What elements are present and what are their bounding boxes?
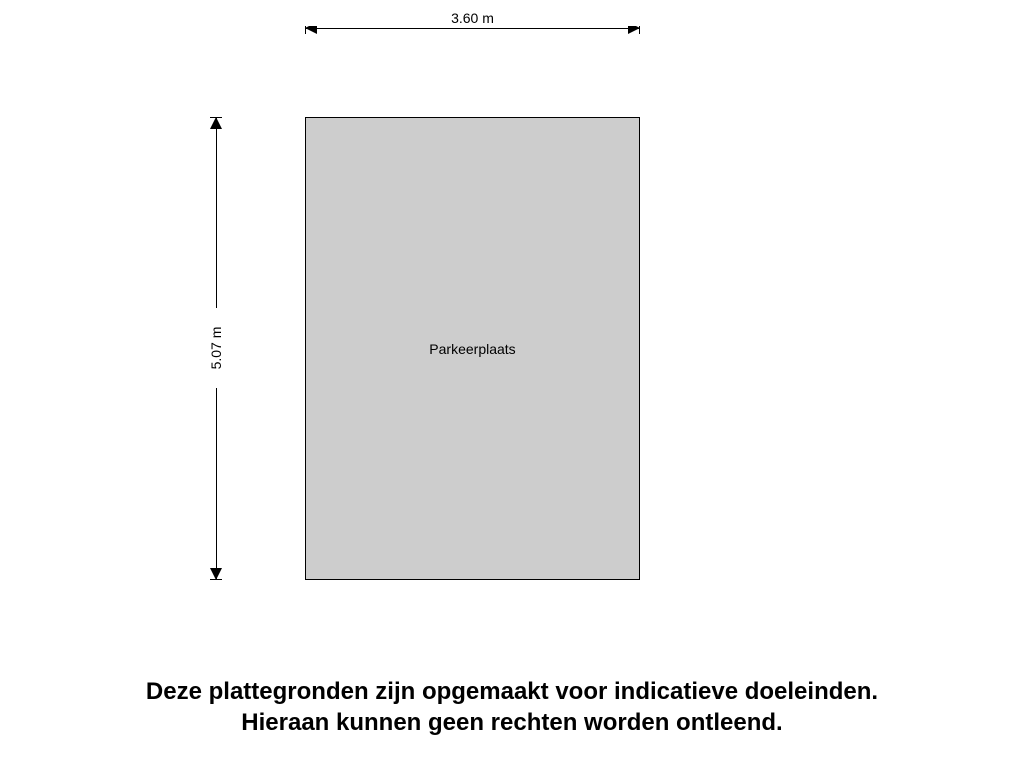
disclaimer-text: Deze plattegronden zijn opgemaakt voor i… [0, 676, 1024, 738]
parking-space-room: Parkeerplaats [305, 117, 640, 580]
width-dimension-label: 3.60 m [305, 10, 640, 26]
floorplan-canvas: Parkeerplaats 3.60 m 5.07 m Deze platteg… [0, 0, 1024, 768]
width-dimension-line [305, 28, 640, 29]
arrowhead-up-icon [210, 117, 222, 129]
height-dimension-label: 5.07 m [208, 308, 224, 388]
disclaimer-line1: Deze plattegronden zijn opgemaakt voor i… [146, 678, 878, 705]
height-tick-bottom [210, 579, 222, 580]
height-tick-top [210, 117, 222, 118]
room-label: Parkeerplaats [429, 341, 515, 357]
disclaimer-line2: Hieraan kunnen geen rechten worden ontle… [241, 709, 782, 736]
